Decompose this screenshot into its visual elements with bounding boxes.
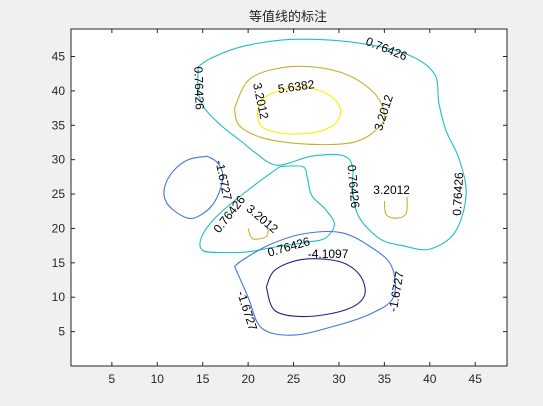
y-tick-label: 40 <box>52 84 66 98</box>
y-tick-label: 45 <box>52 50 66 64</box>
x-tick-label: 20 <box>241 372 255 386</box>
y-tick-label: 25 <box>52 187 66 201</box>
plot-area <box>70 28 508 367</box>
contour-lines <box>163 38 467 336</box>
contour-line-5 <box>247 228 269 240</box>
x-tick-label: 35 <box>378 372 392 386</box>
x-tick-label: 30 <box>332 372 346 386</box>
contour-line-2 <box>197 38 467 251</box>
x-tick-label: 25 <box>287 372 301 386</box>
contour-line-4 <box>383 196 408 219</box>
chart-title: 等值线的标注 <box>249 9 327 25</box>
contour-line-6 <box>163 155 224 219</box>
x-tick-label: 45 <box>469 372 483 386</box>
x-tick-label: 10 <box>151 372 165 386</box>
y-tick-label: 35 <box>52 118 66 132</box>
contour-line-0 <box>256 86 342 135</box>
y-tick-label: 15 <box>52 256 66 270</box>
x-tick-label: 40 <box>423 372 437 386</box>
contour-line-7 <box>233 230 396 336</box>
contour-label-6: 0.76426 <box>345 164 363 209</box>
contour-label-0: 5.6382 <box>277 77 316 96</box>
x-tick-label: 15 <box>196 372 210 386</box>
contour-label-9: 3.2012 <box>373 183 410 197</box>
y-axis-ticks: 5 10 15 20 25 30 35 40 45 <box>52 50 507 339</box>
contour-label-13: -1.6727 <box>386 270 407 313</box>
y-tick-label: 10 <box>52 290 66 304</box>
contour-line-3 <box>199 165 335 254</box>
y-tick-label: 20 <box>52 221 66 235</box>
x-axis-ticks: 5 10 15 20 25 30 35 40 45 <box>109 29 483 386</box>
contour-label-4: 0.76426 <box>191 66 207 110</box>
y-tick-label: 30 <box>52 153 66 167</box>
contour-line-1 <box>233 65 385 146</box>
contour-line-8 <box>265 258 366 318</box>
contour-label-14: -4.1097 <box>308 247 349 261</box>
contour-label-5: 0.76426 <box>450 172 466 216</box>
x-tick-label: 5 <box>109 372 116 386</box>
y-tick-label: 5 <box>58 325 65 339</box>
